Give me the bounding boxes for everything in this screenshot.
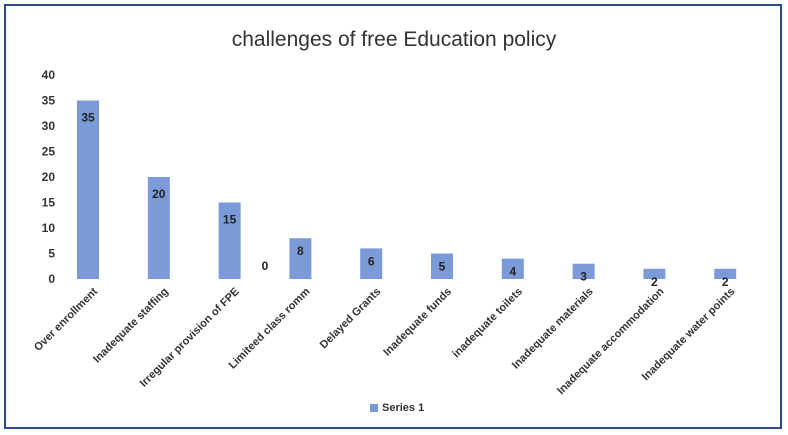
data-label: 20 <box>152 187 166 201</box>
data-label: 3 <box>580 270 587 284</box>
data-label: 6 <box>368 254 375 268</box>
y-axis: 0 5 10 15 20 25 30 35 40 <box>42 68 56 286</box>
legend: Series 1 <box>370 402 424 414</box>
data-label: 35 <box>81 111 95 125</box>
category-label: Over enrollment <box>32 285 100 353</box>
category-label: Limiteed class romm <box>227 285 313 371</box>
y-tick-label: 40 <box>42 68 56 82</box>
data-label: 4 <box>509 265 516 279</box>
y-tick-label: 0 <box>48 272 55 286</box>
extra-data-label: 0 <box>262 259 269 273</box>
data-label: 15 <box>223 213 237 227</box>
y-tick-label: 10 <box>42 221 56 235</box>
category-label: Inadequate staffing <box>91 286 171 366</box>
category-label: Delayed Grants <box>318 286 384 352</box>
data-label: 5 <box>439 260 446 274</box>
y-tick-label: 20 <box>42 170 56 184</box>
y-tick-label: 5 <box>48 247 55 261</box>
data-label: 8 <box>297 244 304 258</box>
bar <box>77 101 99 280</box>
legend-label: Series 1 <box>382 402 424 414</box>
category-label: Inadequate funds <box>381 286 454 359</box>
category-label: Inadequate materials <box>510 286 596 372</box>
bar-series <box>77 101 736 280</box>
y-tick-label: 25 <box>42 145 56 159</box>
y-tick-label: 15 <box>42 196 56 210</box>
y-tick-label: 30 <box>42 119 56 133</box>
y-tick-label: 35 <box>42 94 56 108</box>
legend-swatch <box>370 404 378 412</box>
category-label: inadequate toilets <box>450 286 525 361</box>
